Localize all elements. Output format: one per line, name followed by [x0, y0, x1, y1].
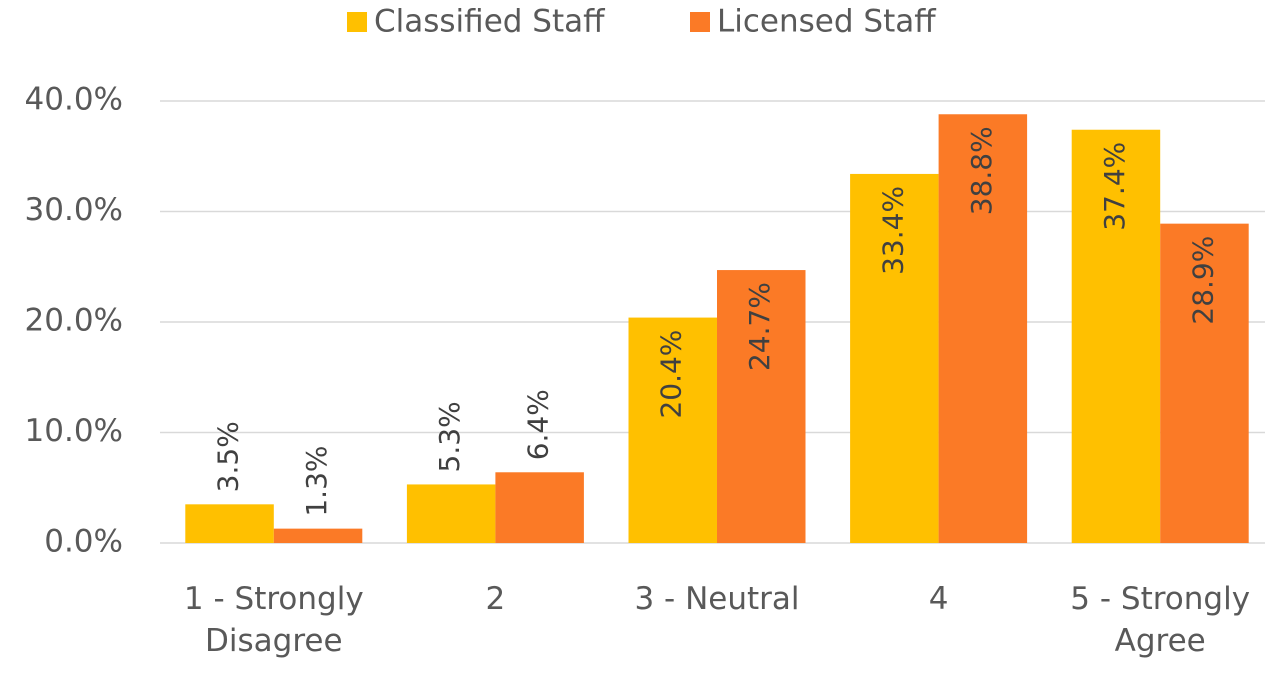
x-tick-label: 3 - Neutral	[634, 581, 800, 617]
value-label: 24.7%	[743, 282, 776, 371]
y-tick-label: 0.0%	[44, 524, 123, 560]
legend-swatch	[690, 12, 710, 32]
x-tick-label: 4	[928, 581, 949, 617]
bar	[628, 317, 717, 543]
value-label: 5.3%	[433, 401, 466, 472]
bar	[1160, 223, 1249, 543]
bar	[185, 504, 274, 543]
x-tick-label: 5 - Strongly Agree	[1070, 581, 1251, 659]
y-tick-label: 30.0%	[25, 192, 123, 228]
bar	[1071, 129, 1161, 544]
value-label: 1.3%	[300, 445, 333, 516]
y-tick-label: 40.0%	[25, 82, 123, 118]
bar	[938, 114, 1028, 543]
y-tick-label: 20.0%	[25, 303, 123, 339]
value-label: 6.4%	[522, 389, 555, 460]
bar	[717, 270, 806, 543]
bar	[850, 173, 939, 543]
x-tick-label: 1 - Strongly Disagree	[183, 581, 364, 659]
value-label: 28.9%	[1186, 236, 1219, 325]
legend-swatch	[347, 12, 367, 32]
y-tick-label: 10.0%	[25, 413, 123, 449]
value-label: 33.4%	[876, 186, 909, 275]
bar	[406, 484, 496, 543]
value-label: 3.5%	[212, 421, 245, 492]
value-label: 38.8%	[965, 126, 998, 215]
x-tick-label: 2	[485, 581, 506, 617]
legend-label: Licensed Staff	[717, 4, 936, 40]
bar	[273, 528, 363, 543]
bar	[495, 472, 584, 543]
value-label: 20.4%	[655, 330, 688, 419]
value-label: 37.4%	[1098, 142, 1131, 231]
legend-label: Classified Staff	[374, 4, 605, 40]
